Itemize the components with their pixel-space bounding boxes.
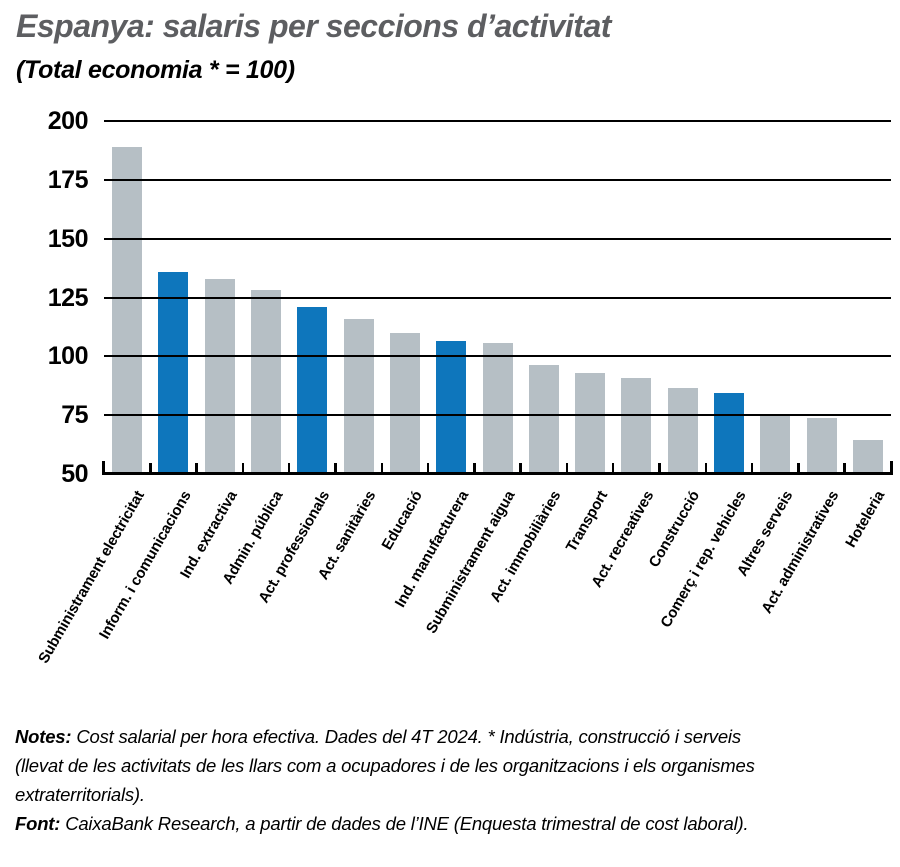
y-axis-label-50: 50 (61, 460, 88, 488)
bar-educaci- (389, 332, 420, 474)
bar-ind-manufacturera (436, 341, 467, 474)
notes-text-2: (llevat de les activitats de les llars c… (15, 755, 755, 776)
x-axis-tick (473, 463, 476, 472)
x-axis-tick (843, 463, 846, 472)
gridline-200 (104, 120, 891, 122)
x-axis-category-text: Subministrament aigua (422, 488, 519, 637)
notes-line-1: Notes: Cost salarial per hora efectiva. … (15, 722, 885, 751)
bar-act-professionals (297, 306, 328, 474)
gridline-75 (104, 414, 891, 417)
bar-hoteleria (852, 439, 883, 474)
x-axis-category-text: Inform. i comunicacions (95, 488, 195, 642)
y-axis-label-75: 75 (61, 401, 88, 430)
x-axis-tick (611, 463, 615, 472)
bar-ind-extractiva (204, 278, 235, 474)
notes-line-3: extraterritorials). (15, 780, 885, 809)
bar-inform-i-comunicacions (158, 271, 189, 474)
bar-comer-i-rep-vehicles (713, 392, 744, 474)
y-axis-label-175: 175 (47, 165, 89, 194)
notes-label: Notes: (15, 726, 72, 747)
bar-admin-p-blica (251, 290, 282, 474)
gridline-100 (104, 355, 891, 358)
notes-line-2: (llevat de les activitats de les llars c… (15, 751, 885, 780)
gridline-175 (104, 178, 891, 181)
axis-corner-right (890, 461, 893, 474)
x-axis-category-text: Educació (378, 488, 426, 553)
x-axis-tick (519, 463, 522, 472)
notes-text-1: Cost salarial per hora efectiva. Dades d… (76, 726, 741, 747)
x-axis-tick (750, 463, 754, 472)
y-axis-label-200: 200 (47, 107, 89, 135)
x-axis-tick (658, 463, 661, 472)
notes-text-3: extraterritorials). (15, 784, 145, 805)
x-axis-tick (334, 463, 337, 472)
x-axis-tick (704, 463, 708, 472)
x-axis-tick (426, 463, 430, 472)
y-axis-label-125: 125 (47, 283, 89, 312)
source-text: CaixaBank Research, a partir de dades de… (65, 813, 749, 834)
bar-subministrament-electricitat (112, 146, 143, 474)
y-axis-label-150: 150 (47, 224, 89, 253)
bar-construcci- (667, 388, 698, 474)
axis-corner-left (102, 461, 105, 474)
source-label: Font: (15, 813, 61, 834)
x-axis-tick (565, 463, 569, 472)
source-line: Font: CaixaBank Research, a partir de da… (15, 809, 885, 838)
x-axis-tick (287, 463, 291, 472)
x-axis-line (102, 471, 893, 475)
bar-subministrament-aigua (482, 343, 513, 474)
bar-act-recreatives (621, 377, 652, 474)
bar-altres-serveis (760, 416, 791, 474)
bar-transport (575, 372, 606, 474)
chart-title: Espanya: salaris per seccions d’activita… (16, 8, 611, 44)
x-axis-tick (241, 463, 245, 472)
x-axis-tick (797, 463, 800, 472)
x-axis-tick (195, 463, 198, 472)
gridline-125 (104, 296, 891, 299)
chart-subtitle: (Total economia * = 100) (16, 56, 295, 84)
x-axis-tick (380, 463, 383, 472)
x-axis-category-text: Comerç i rep. vehicles (657, 488, 750, 631)
x-axis-tick (149, 463, 152, 472)
bar-act-immobili-ries (528, 364, 559, 474)
x-axis-category-text: Hoteleria (842, 488, 889, 551)
chart-footnotes: Notes: Cost salarial per hora efectiva. … (15, 722, 885, 838)
bar-act-sanit-ries (343, 318, 374, 474)
gridline-150 (104, 237, 891, 240)
y-axis-label-100: 100 (47, 342, 89, 371)
bar-act-administratives (806, 417, 837, 474)
x-axis-category-text: Transport (562, 488, 611, 555)
